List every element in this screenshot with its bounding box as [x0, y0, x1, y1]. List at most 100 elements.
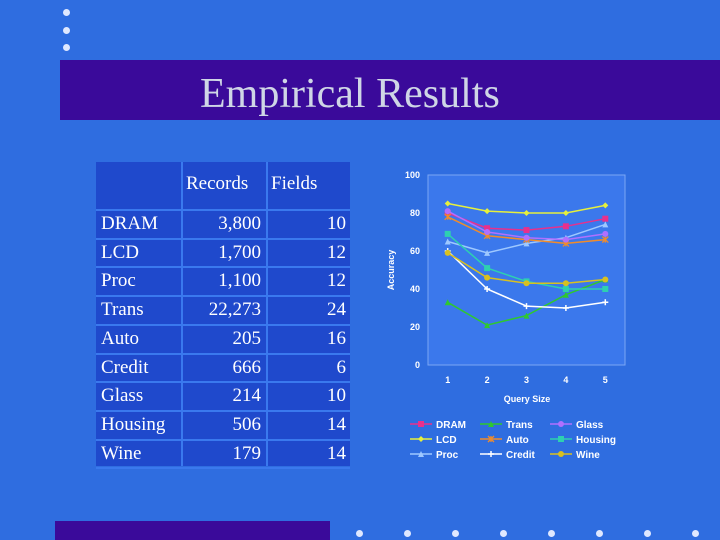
title-band [60, 60, 720, 120]
data-point [562, 210, 569, 216]
legend-item-housing: Housing [550, 435, 616, 446]
table-cell-dataset: Auto [101, 327, 139, 349]
x-tick-label: 1 [445, 375, 450, 385]
y-axis-label: Accuracy [386, 250, 396, 291]
table-header-fields: Fields [271, 173, 318, 194]
series-glass [444, 208, 609, 243]
table-header-records: Records [186, 173, 249, 194]
table-cell-fields: 12 [327, 241, 346, 263]
table-cell-records: 1,100 [218, 270, 261, 292]
data-point [602, 286, 609, 292]
legend-swatch-marker [558, 436, 564, 442]
data-point [562, 291, 569, 298]
data-point [562, 305, 569, 311]
table-column-divider [181, 162, 183, 466]
table-cell-dataset: DRAM [101, 213, 159, 234]
table-cell-fields: 14 [327, 442, 346, 464]
data-point [562, 236, 569, 243]
bullet-dot [404, 530, 411, 537]
table-cell-records: 3,800 [218, 213, 261, 234]
legend-item-auto: Auto [480, 435, 529, 446]
y-tick-label: 20 [410, 322, 420, 332]
data-point [484, 286, 491, 292]
legend-swatch-marker [418, 436, 424, 442]
legend-item-dram: DRAM [410, 420, 466, 431]
legend-item-wine: Wine [550, 450, 600, 461]
table-row-divider [96, 352, 350, 355]
table-cell-records: 214 [232, 385, 262, 407]
x-axis-label: Query Size [504, 394, 551, 404]
table-cell-dataset: Housing [101, 413, 166, 435]
table-row-divider [96, 323, 350, 326]
legend-swatch-marker [488, 421, 494, 427]
legend-label: LCD [436, 435, 457, 446]
legend-label: Housing [576, 435, 616, 446]
table-cell-dataset: Trans [101, 299, 144, 321]
legend-label: Credit [506, 450, 536, 461]
bullet-dot [63, 9, 70, 16]
series-wine [444, 249, 609, 287]
data-point [523, 240, 530, 247]
y-tick-label: 0 [415, 360, 420, 370]
legend-swatch-marker [418, 421, 424, 427]
data-point [484, 229, 491, 235]
data-point [484, 208, 491, 215]
data-point [602, 299, 609, 306]
x-tick-label: 3 [524, 375, 529, 385]
table-cell-dataset: Glass [101, 385, 144, 407]
bullet-dot [692, 530, 699, 537]
table-cell-records: 1,700 [218, 241, 261, 263]
data-point [602, 276, 609, 283]
legend-label: Proc [436, 450, 459, 461]
legend-label: DRAM [436, 420, 466, 431]
data-point [523, 234, 530, 241]
data-point [523, 303, 530, 310]
data-point [484, 225, 491, 232]
table-row-divider [96, 381, 350, 384]
bullet-dot [63, 44, 70, 51]
legend-item-trans: Trans [480, 420, 533, 431]
table-cell-fields: 14 [327, 413, 346, 435]
y-tick-label: 40 [410, 284, 420, 294]
legend-swatch-marker [558, 451, 564, 457]
data-point [523, 312, 530, 319]
data-point [444, 208, 451, 215]
table-row-divider [96, 409, 350, 412]
dataset-table [96, 162, 350, 466]
data-point [484, 274, 491, 281]
data-point [523, 280, 530, 287]
data-point [562, 280, 569, 287]
data-point [444, 213, 452, 221]
legend-swatch-marker [418, 451, 424, 457]
bullet-dot [644, 530, 651, 537]
data-point [484, 322, 491, 329]
table-cell-fields: 6 [336, 356, 347, 378]
legend-swatch-marker [558, 421, 564, 427]
accuracy-line-chart: 0 20 40 60 80 100 1 2 3 4 5 Accuracy Query Size D… [386, 170, 626, 461]
data-point [523, 210, 530, 216]
table-row-divider [96, 295, 350, 298]
data-point [444, 249, 451, 256]
table-column-divider [266, 162, 268, 466]
table-cell-records: 666 [232, 356, 262, 378]
data-point [523, 227, 530, 234]
table-cell-fields: 16 [327, 327, 346, 349]
data-point [444, 200, 451, 207]
table-row-divider [96, 467, 350, 470]
data-point [444, 230, 451, 237]
legend-swatch-marker [488, 451, 494, 457]
x-tick-label: 4 [563, 375, 568, 385]
y-tick-label: 80 [410, 208, 420, 218]
table-cell-dataset: Credit [101, 356, 149, 378]
table-cell-fields: 10 [327, 385, 346, 407]
data-point [444, 299, 451, 306]
table-row-divider [96, 209, 350, 211]
table-cell-dataset: Proc [101, 270, 136, 292]
table-cell-dataset: Wine [101, 442, 142, 464]
legend-item-lcd: LCD [410, 435, 457, 446]
legend-label: Trans [506, 420, 533, 431]
plot-area [427, 174, 626, 366]
data-point [484, 265, 491, 272]
table-row-divider [96, 438, 350, 441]
table-cell-records: 179 [232, 442, 262, 464]
